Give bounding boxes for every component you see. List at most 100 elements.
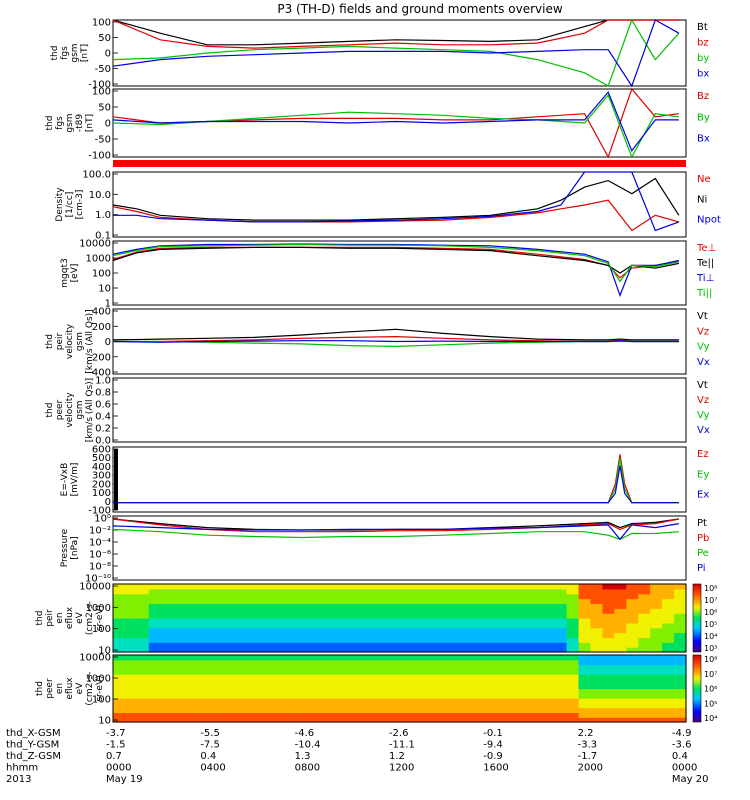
spectrogram-cell xyxy=(339,618,353,624)
spectrogram-cell xyxy=(172,593,186,600)
spectrogram-cell xyxy=(184,683,198,690)
legend-entry: Vt xyxy=(697,311,708,322)
spectrogram-cell xyxy=(566,637,580,643)
spectrogram-cell xyxy=(113,622,126,629)
spectrogram-cell xyxy=(184,702,198,709)
spectrogram-cell xyxy=(411,674,424,680)
spectrogram-cell xyxy=(256,622,269,629)
spectrogram-cell xyxy=(304,632,317,639)
spectrogram-cell xyxy=(411,669,424,675)
spectrogram-cell xyxy=(566,618,580,624)
y-axis-label: thd xyxy=(50,46,60,61)
spectrogram-cell xyxy=(530,588,544,595)
spectrogram-cell xyxy=(662,608,675,614)
spectrogram-cell xyxy=(614,588,627,595)
y-axis-label: thd xyxy=(35,611,45,626)
series-line-Bt xyxy=(112,19,679,46)
spectrogram-cell xyxy=(124,678,138,685)
x-row-value: 1600 xyxy=(483,763,508,774)
x-row-value: -2.6 xyxy=(389,728,409,739)
spectrogram-cell xyxy=(124,598,138,605)
spectrogram-cell xyxy=(339,598,353,605)
spectrogram-cell xyxy=(304,627,317,634)
spectrogram-cell xyxy=(602,655,615,661)
spectrogram-cell xyxy=(220,622,233,629)
spectrogram-cell xyxy=(292,588,305,595)
spectrogram-cell xyxy=(196,669,210,675)
spectrogram-cell xyxy=(459,598,472,605)
spectrogram-cell xyxy=(530,608,544,614)
spectrogram-cell xyxy=(387,613,401,619)
x-row-value: 0400 xyxy=(200,763,225,774)
spectrogram-cell xyxy=(208,598,222,605)
spectrogram-cell xyxy=(220,678,233,685)
spectrogram-cell xyxy=(148,588,162,595)
spectrogram-cell xyxy=(530,627,544,634)
spectrogram-cell xyxy=(471,707,484,714)
spectrogram-cell xyxy=(435,598,448,605)
spectrogram-cell xyxy=(542,693,556,699)
spectrogram-cell xyxy=(196,683,210,690)
spectrogram-cell xyxy=(674,664,687,670)
spectrogram-cell xyxy=(160,678,174,685)
spectrogram-cell xyxy=(638,693,651,699)
spectrogram-cell xyxy=(447,707,460,714)
spectrogram-cell xyxy=(232,632,245,639)
spectrogram-cell xyxy=(530,637,544,643)
spectrogram-cell xyxy=(459,647,472,653)
spectrogram-cell xyxy=(148,618,162,624)
spectrogram-cell xyxy=(268,707,281,714)
spectrogram-cell xyxy=(184,627,198,634)
spectrogram-cell xyxy=(268,678,281,685)
spectrogram-cell xyxy=(483,664,496,670)
spectrogram-cell xyxy=(518,683,532,690)
spectrogram-cell xyxy=(471,664,484,670)
spectrogram-cell xyxy=(483,618,496,624)
series-line-Ex xyxy=(113,465,679,504)
spectrogram-cell xyxy=(363,584,377,590)
spectrogram-cell xyxy=(375,627,389,634)
spectrogram-cell xyxy=(304,683,317,690)
spectrogram-cell xyxy=(280,632,293,639)
spectrogram-cell xyxy=(351,588,365,595)
spectrogram-cell xyxy=(530,632,544,639)
spectrogram-cell xyxy=(459,693,472,699)
spectrogram-cell xyxy=(268,647,281,653)
spectrogram-cell xyxy=(244,717,257,723)
spectrogram-cell xyxy=(232,608,245,614)
spectrogram-cell xyxy=(220,642,233,648)
spectrogram-cell xyxy=(160,693,174,699)
spectrogram-cell xyxy=(506,717,520,723)
x-row-value: 0800 xyxy=(295,763,320,774)
spectrogram-cell xyxy=(674,712,687,718)
spectrogram-cell xyxy=(232,698,245,704)
spectrogram-cell xyxy=(662,598,675,605)
spectrogram-cell xyxy=(304,608,317,614)
spectrogram-cell xyxy=(495,622,508,629)
spectrogram-cell xyxy=(483,584,496,590)
spectrogram-cell xyxy=(124,593,138,600)
spectrogram-cell xyxy=(387,588,401,595)
spectrogram-cell xyxy=(268,584,281,590)
spectrogram-cell xyxy=(136,632,150,639)
spectrogram-cell xyxy=(196,608,210,614)
spectrogram-cell xyxy=(399,702,413,709)
spectrogram-cell xyxy=(351,632,365,639)
spectrogram-cell xyxy=(518,698,532,704)
spectrogram-cell xyxy=(554,655,568,661)
spectrogram-cell xyxy=(495,608,508,614)
spectrogram-cell xyxy=(292,707,305,714)
spectrogram-cell xyxy=(662,678,675,685)
spectrogram-cell xyxy=(626,618,639,624)
spectrogram-cell xyxy=(638,659,651,666)
spectrogram-cell xyxy=(447,622,460,629)
x-row-value: 2000 xyxy=(578,763,603,774)
spectrogram-cell xyxy=(292,627,305,634)
spectrogram-cell xyxy=(184,613,198,619)
spectrogram-cell xyxy=(172,707,186,714)
spectrogram-cell xyxy=(208,647,222,653)
spectrogram-cell xyxy=(184,664,198,670)
spectrogram-cell xyxy=(184,655,198,661)
spectrogram-cell xyxy=(208,683,222,690)
spectrogram-cell xyxy=(172,622,186,629)
